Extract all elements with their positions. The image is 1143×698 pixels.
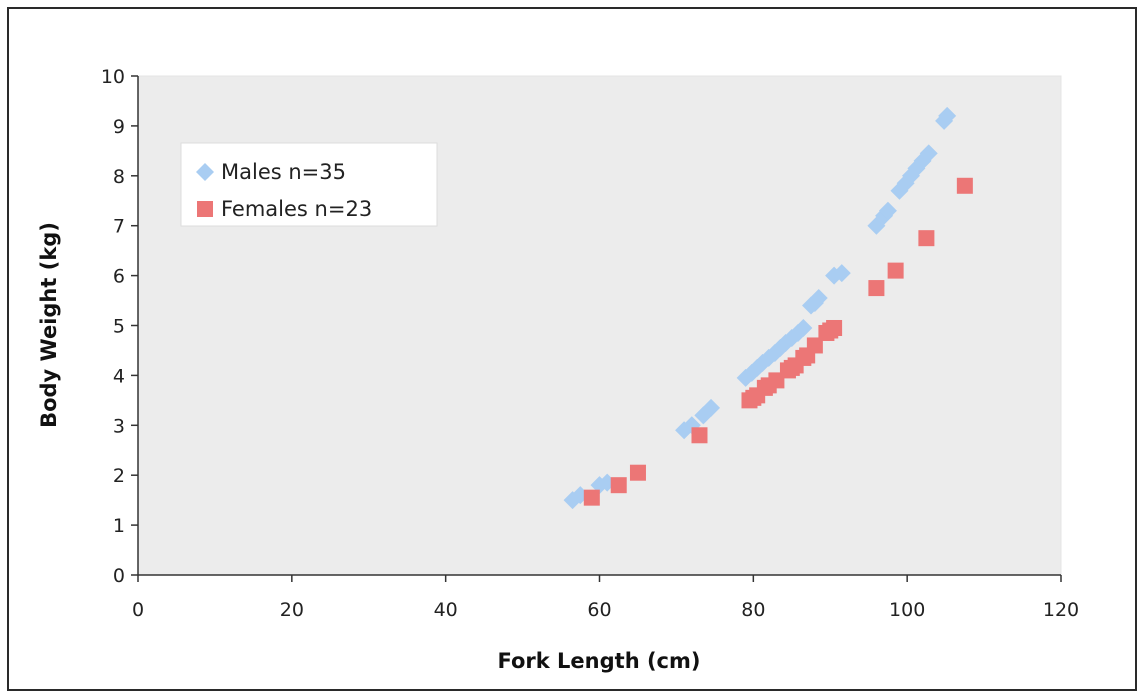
female-point (583, 489, 600, 506)
x-tick-label: 40 (434, 599, 458, 621)
y-tick-label: 0 (113, 565, 125, 587)
x-tick-label: 120 (1043, 599, 1079, 621)
y-axis-title: Body Weight (kg) (37, 222, 61, 428)
male-point (919, 144, 938, 163)
x-axis-title: Fork Length (cm) (498, 649, 701, 673)
x-tick-label: 80 (741, 599, 765, 621)
female-point (956, 177, 973, 194)
female-point (783, 359, 800, 376)
legend-label-1: Females n=23 (221, 197, 372, 221)
y-tick-label: 9 (113, 116, 125, 138)
female-point (918, 230, 935, 247)
y-tick-label: 1 (113, 515, 125, 537)
legend-label-0: Males n=35 (221, 160, 346, 184)
series-0 (563, 106, 957, 510)
y-tick-label: 7 (113, 216, 125, 238)
x-tick-label: 0 (132, 599, 144, 621)
y-tick-label: 5 (113, 316, 125, 338)
male-point (825, 266, 844, 285)
female-point (887, 262, 904, 279)
legend: Males n=35 Females n=23 (180, 142, 438, 227)
male-point (794, 318, 813, 337)
female-point (868, 280, 885, 297)
y-axis: 0 1 2 3 4 5 6 7 8 9 10 (101, 66, 139, 587)
x-tick-label: 60 (587, 599, 611, 621)
x-axis: 0 20 40 60 80 100 120 (132, 574, 1079, 621)
male-point (802, 296, 821, 315)
female-point (745, 389, 762, 406)
scatter-chart: 0 1 2 3 4 5 6 7 8 9 10 0 20 40 60 80 100 120 Males n=35 F… (37, 66, 1079, 673)
female-point (610, 477, 627, 494)
chart-frame: 0 1 2 3 4 5 6 7 8 9 10 0 20 40 60 80 100 120 Males n=35 F… (7, 7, 1137, 691)
x-tick-label: 100 (889, 599, 925, 621)
male-point (878, 201, 897, 220)
legend-marker-1 (197, 201, 213, 217)
y-tick-label: 8 (113, 166, 125, 188)
y-tick-label: 2 (113, 465, 125, 487)
female-point (629, 464, 646, 481)
y-tick-label: 3 (113, 415, 125, 437)
y-tick-label: 4 (113, 365, 125, 387)
female-point (760, 377, 777, 394)
female-point (799, 347, 816, 364)
female-point (822, 322, 839, 339)
legend-box (180, 142, 438, 227)
legend-marker-0 (196, 163, 214, 181)
y-tick-label: 6 (113, 266, 125, 288)
series-1 (583, 177, 973, 506)
data-points (563, 106, 973, 510)
y-tick-label: 10 (101, 66, 125, 88)
female-point (691, 427, 708, 444)
male-point (702, 398, 721, 417)
x-tick-label: 20 (280, 599, 304, 621)
male-point (938, 106, 957, 125)
